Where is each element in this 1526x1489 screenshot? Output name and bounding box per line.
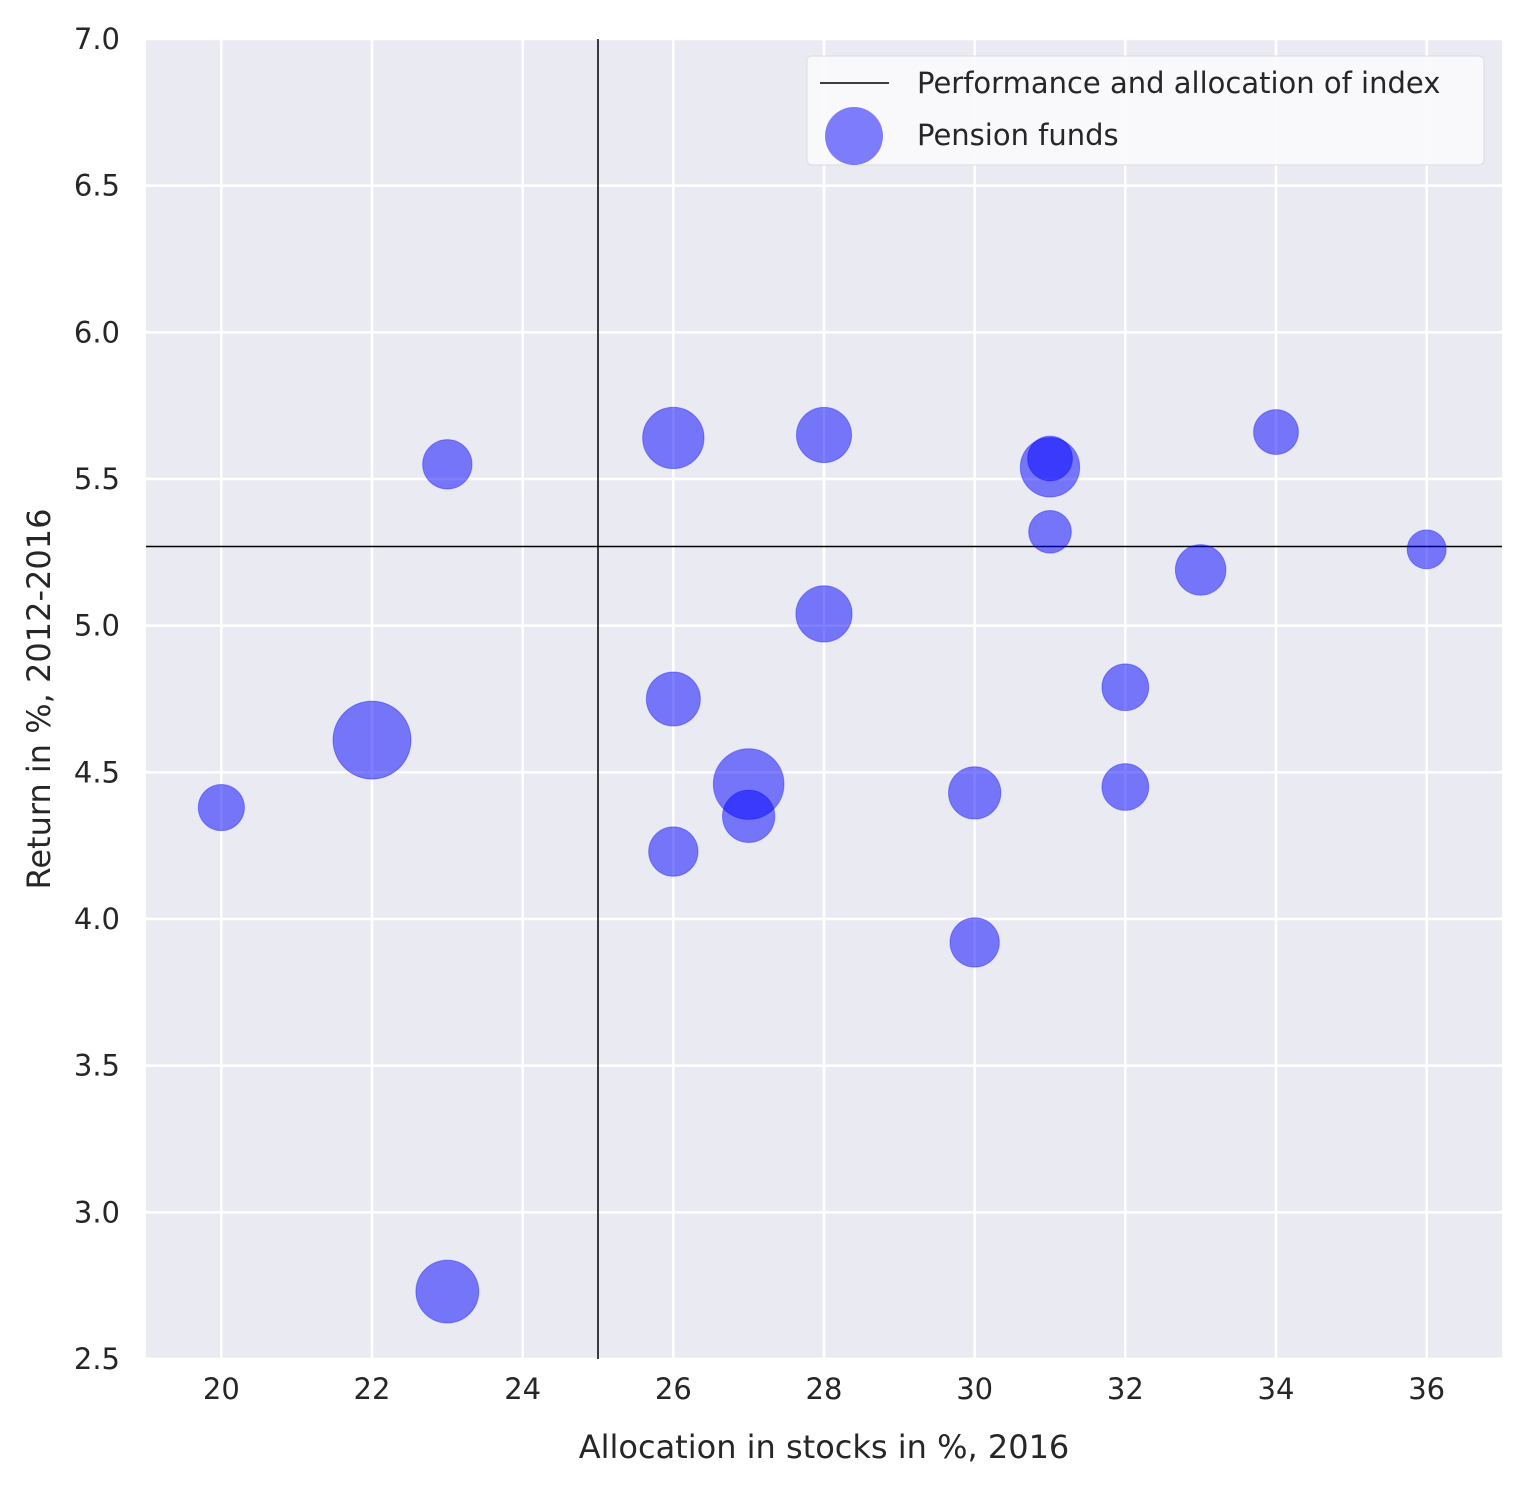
pension-fund-point [1174,544,1227,596]
x-tick-label: 32 [1107,1372,1144,1406]
data-points [197,406,1447,1324]
y-axis-label: Return in %, 2012-2016 [20,509,58,890]
y-tick-label: 4.0 [74,902,120,936]
legend: Performance and allocation of index Pens… [806,55,1485,166]
pension-fund-point [648,826,699,877]
legend-box [806,55,1485,166]
y-tick-label: 5.0 [74,609,120,643]
pension-fund-point [1101,663,1150,712]
x-tick-label: 24 [504,1372,541,1406]
pension-fund-point [1027,435,1073,482]
pension-fund-point [948,766,1002,820]
x-tick-labels: 20 22 24 26 28 30 32 34 36 [203,1372,1445,1406]
y-tick-label: 4.5 [74,755,120,789]
reference-lines [146,39,1502,1359]
pension-fund-point [197,783,245,832]
y-tick-label: 3.0 [74,1195,120,1229]
x-tick-label: 20 [203,1372,240,1406]
x-tick-label: 30 [956,1372,993,1406]
y-tick-label: 5.5 [74,462,120,496]
x-axis-label: Allocation in stocks in %, 2016 [579,1428,1070,1466]
pension-fund-point [415,1259,480,1324]
legend-marker-swatch [825,107,883,165]
pension-fund-point [949,917,1000,968]
x-tick-label: 22 [354,1372,391,1406]
pension-fund-point [422,439,473,490]
legend-label-index: Performance and allocation of index [917,66,1440,100]
pension-fund-point [795,406,853,464]
y-tick-label: 7.0 [74,22,120,56]
x-tick-label: 28 [806,1372,843,1406]
pension-fund-point [1101,763,1150,811]
pension-fund-point [645,671,701,727]
y-tick-label: 3.5 [74,1049,120,1083]
x-tick-label: 34 [1258,1372,1295,1406]
y-tick-labels: 2.5 3.0 3.5 4.0 4.5 5.0 5.5 6.0 6.5 7.0 [74,22,120,1376]
pension-fund-point [722,789,776,843]
y-tick-label: 2.5 [74,1342,120,1376]
pension-fund-point [332,700,412,780]
pension-fund-point [795,585,853,643]
pension-fund-point [1406,529,1447,570]
legend-label-pension-funds: Pension funds [917,118,1119,152]
pension-fund-point [1253,409,1299,455]
y-tick-label: 6.0 [74,315,120,349]
x-tick-label: 26 [655,1372,692,1406]
y-tick-label: 6.5 [74,169,120,203]
pension-fund-point [642,406,705,470]
x-tick-label: 36 [1408,1372,1445,1406]
pension-fund-point [1028,509,1072,554]
